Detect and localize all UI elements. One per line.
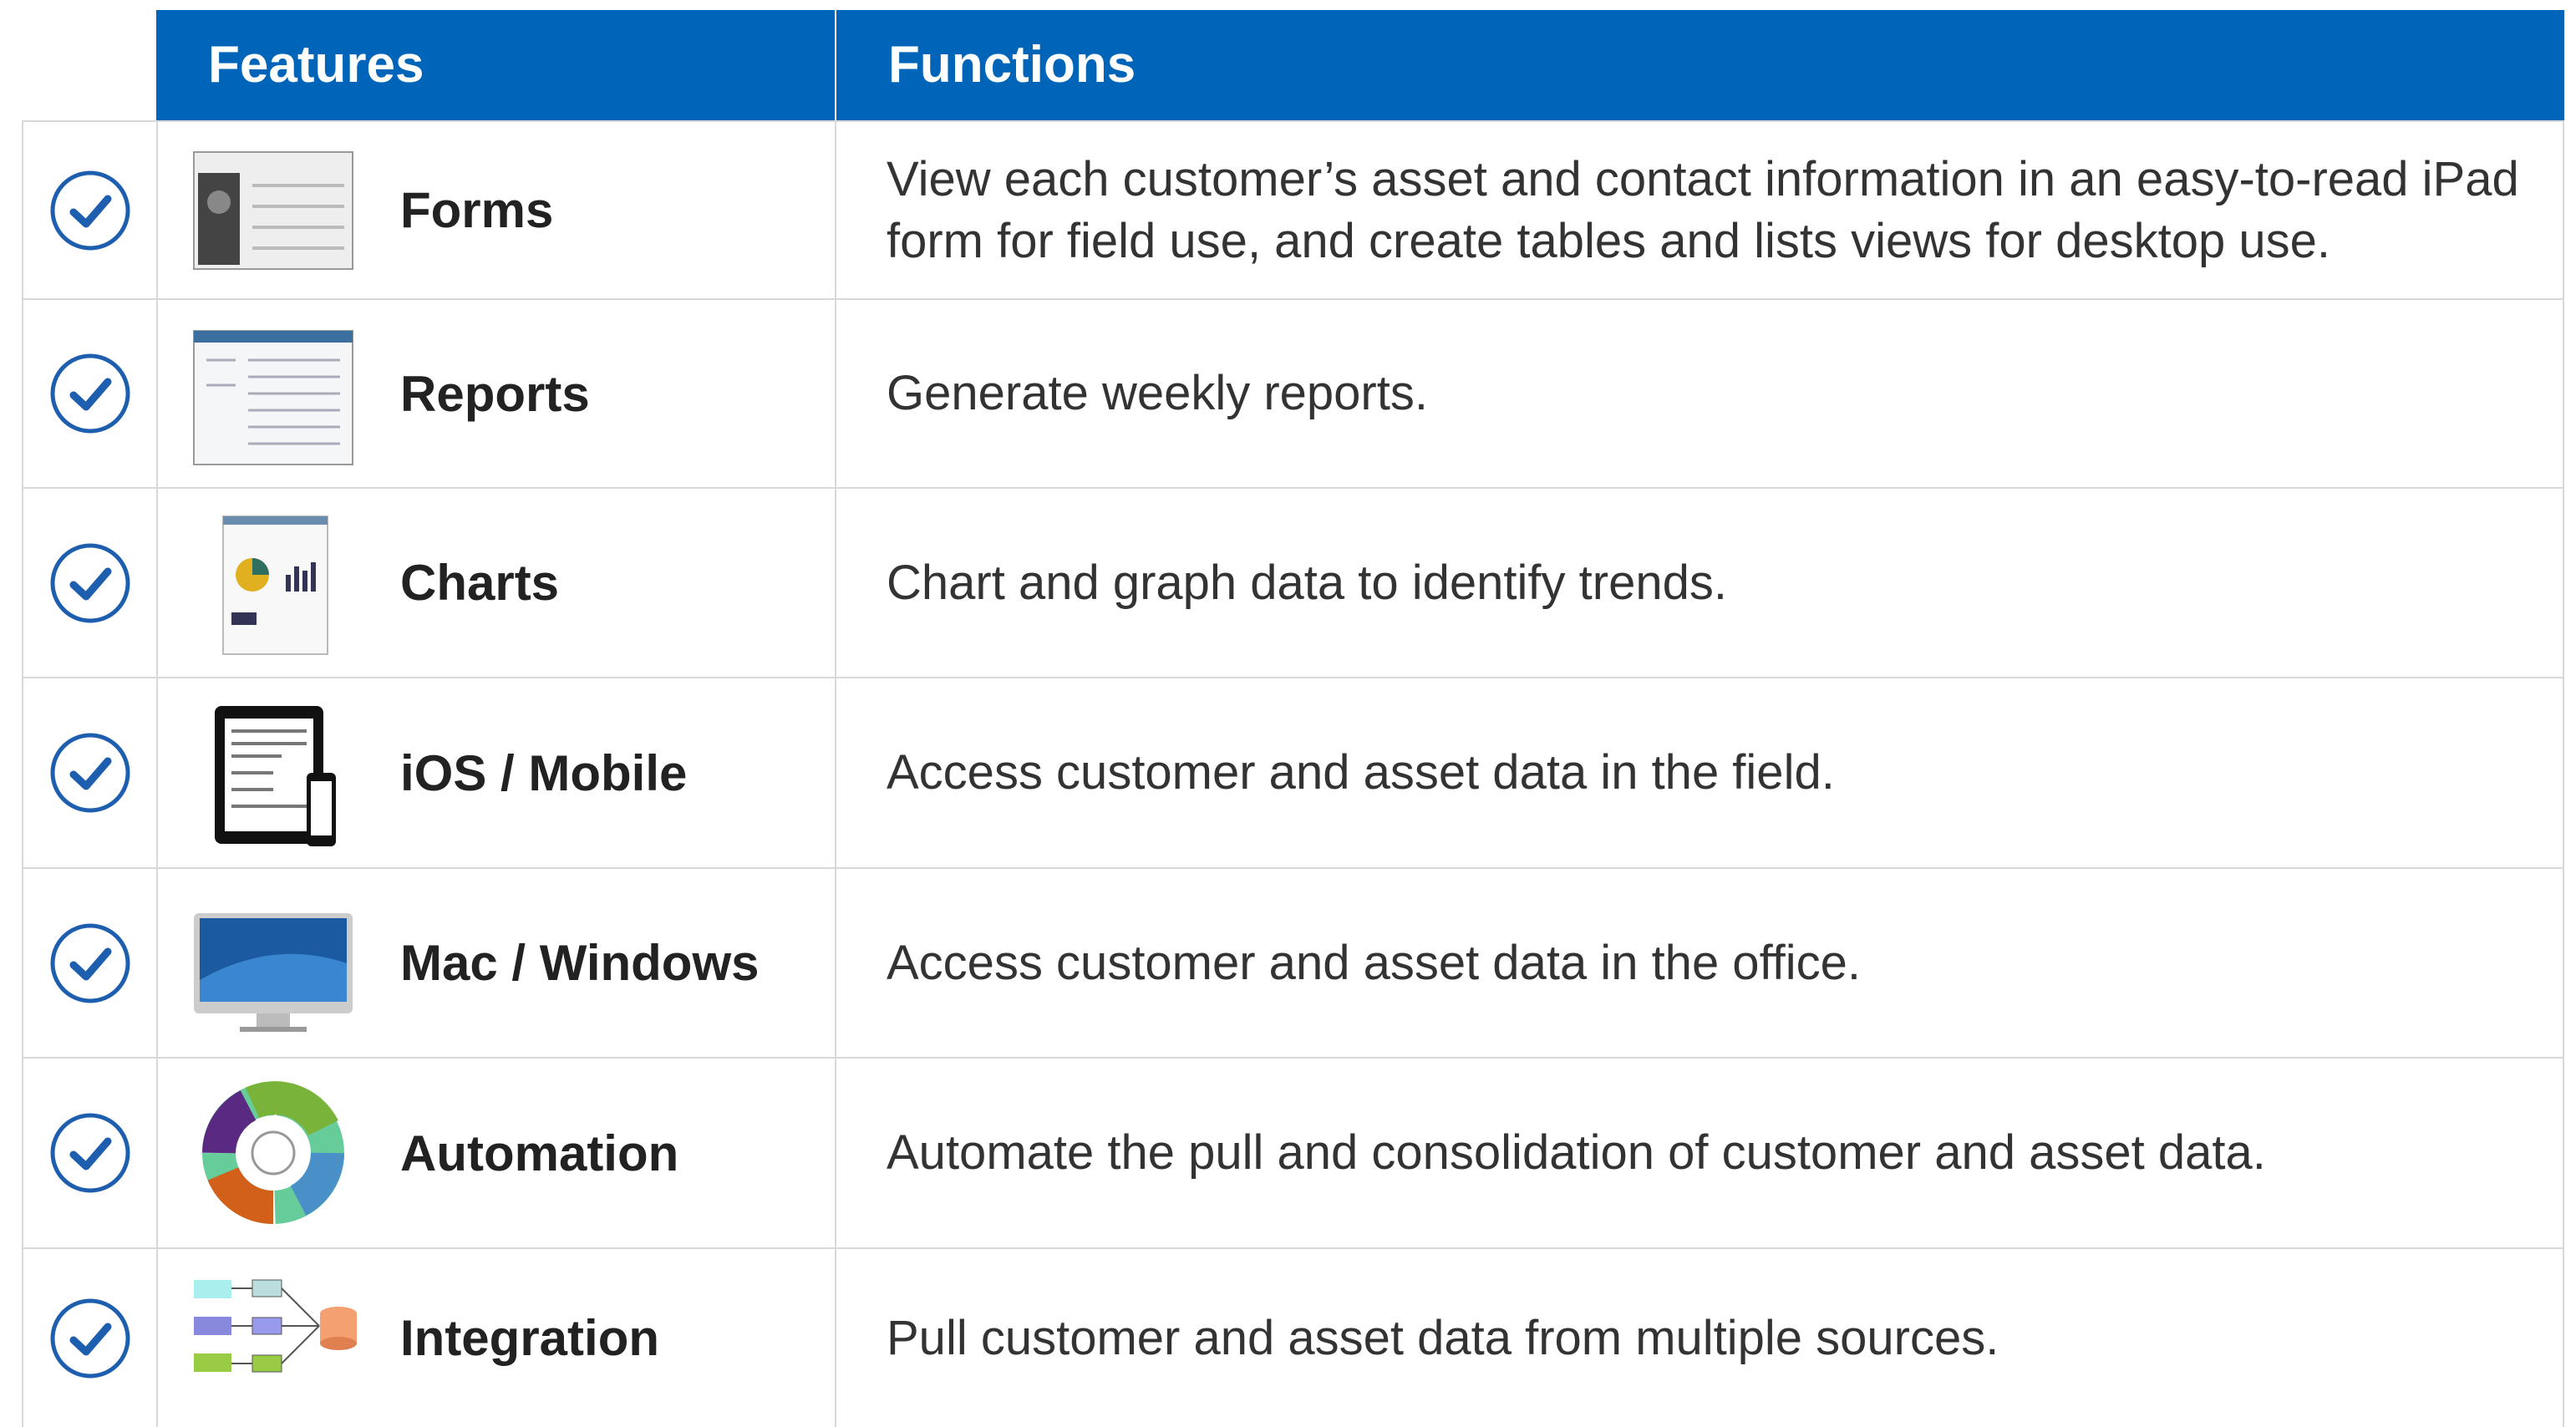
check-icon	[50, 923, 130, 1003]
table-row: Mac / Windows Access customer and asset d…	[22, 867, 2564, 1057]
function-cell: Chart and graph data to identify trends.	[835, 489, 2564, 677]
check-cell	[22, 122, 156, 298]
table-row: Forms View each customer’s asset and cont…	[22, 120, 2564, 298]
table-row: iOS / Mobile Access customer and asset da…	[22, 677, 2564, 867]
table-row: Charts Chart and graph data to identify t…	[22, 487, 2564, 677]
feature-icon	[222, 515, 328, 655]
feature-icon	[193, 330, 353, 465]
feature-cell: Reports	[156, 300, 835, 487]
feature-icon	[193, 150, 353, 270]
check-icon	[50, 543, 130, 622]
feature-icon	[194, 912, 353, 1032]
check-cell	[22, 489, 156, 677]
feature-name: Integration	[400, 1310, 659, 1366]
check-cell	[22, 300, 156, 487]
feature-icon	[202, 1081, 344, 1224]
feature-name: Forms	[400, 182, 554, 238]
check-icon	[50, 1298, 130, 1378]
feature-name: Charts	[400, 555, 560, 611]
feature-icon	[194, 1279, 357, 1372]
check-cell	[22, 678, 156, 867]
feature-cell: iOS / Mobile	[156, 678, 835, 867]
table-row: Automation Automate the pull and consolid…	[22, 1057, 2564, 1247]
function-cell: View each customer’s asset and contact i…	[835, 122, 2564, 298]
feature-cell: Automation	[156, 1059, 835, 1247]
feature-cell: Integration	[156, 1249, 835, 1427]
header-features: Features	[156, 10, 835, 120]
function-cell: Access customer and asset data in the of…	[835, 869, 2564, 1057]
function-cell: Automate the pull and consolidation of c…	[835, 1059, 2564, 1247]
feature-cell: Charts	[156, 489, 835, 677]
feature-name: iOS / Mobile	[400, 744, 688, 801]
check-cell	[22, 1249, 156, 1427]
feature-name: Mac / Windows	[400, 935, 760, 991]
check-icon	[50, 1113, 130, 1193]
check-icon	[50, 733, 130, 813]
check-icon	[50, 170, 130, 250]
feature-icon	[215, 706, 336, 846]
feature-cell: Forms	[156, 122, 835, 298]
check-icon	[50, 353, 130, 434]
function-cell: Access customer and asset data in the fi…	[835, 678, 2564, 867]
function-cell: Pull customer and asset data from multip…	[835, 1249, 2564, 1427]
feature-cell: Mac / Windows	[156, 869, 835, 1057]
function-cell: Generate weekly reports.	[835, 300, 2564, 487]
feature-name: Automation	[400, 1125, 679, 1181]
check-cell	[22, 1059, 156, 1247]
table-row: Integration Pull customer and asset data …	[22, 1247, 2564, 1427]
check-cell	[22, 869, 156, 1057]
feature-name: Reports	[400, 365, 590, 422]
table-row: Reports Generate weekly reports.	[22, 298, 2564, 487]
header-functions: Functions	[835, 10, 2564, 120]
